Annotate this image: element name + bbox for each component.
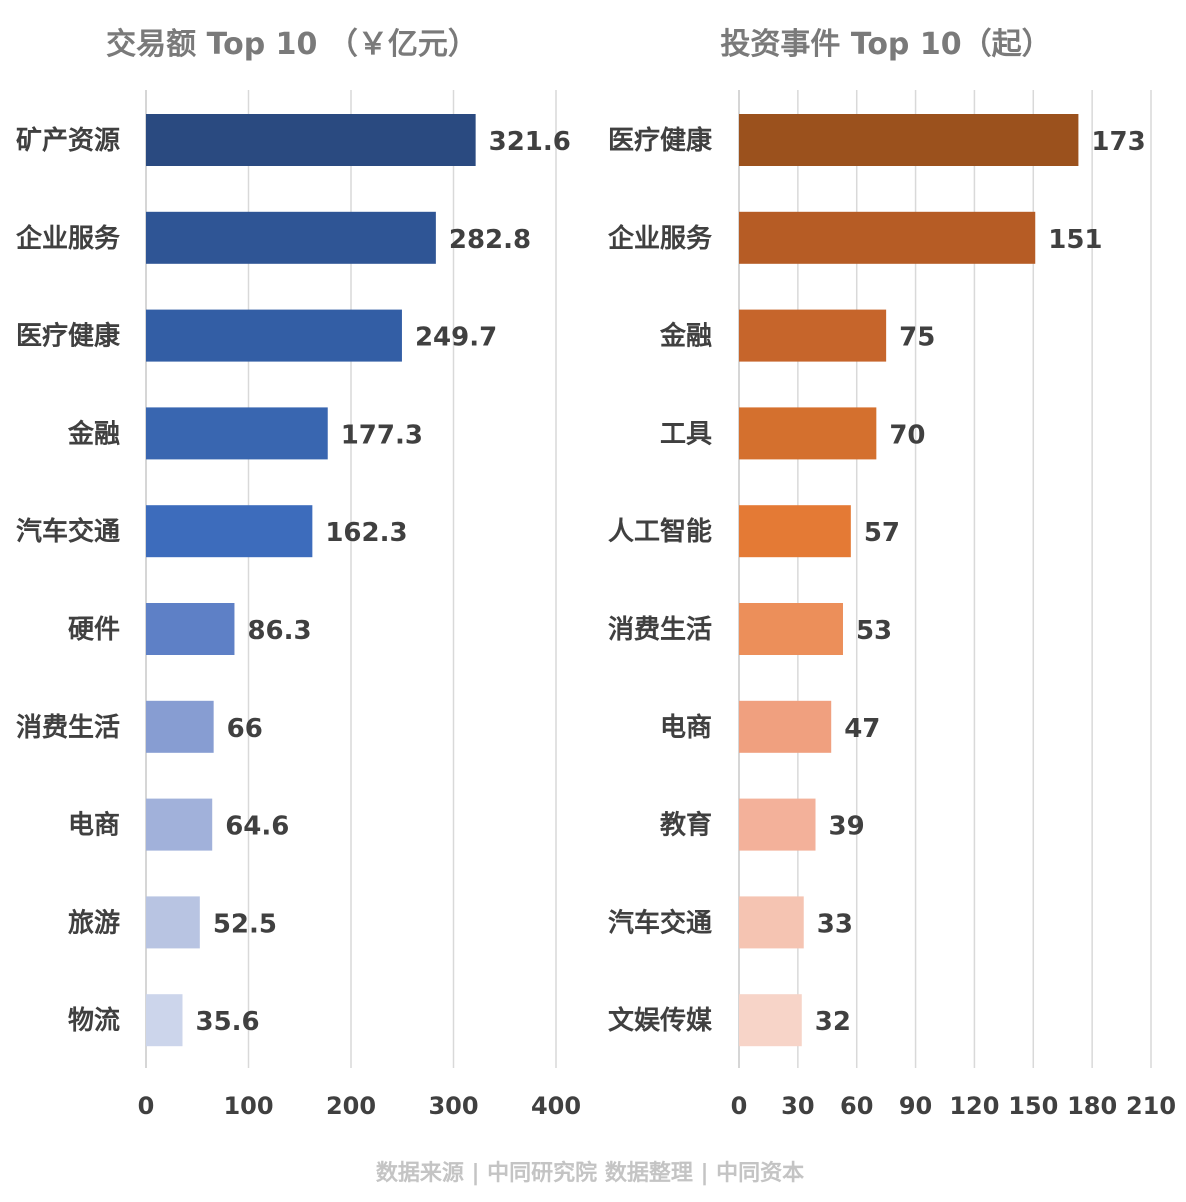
x-tick-label: 30: [781, 1092, 814, 1120]
x-tick-label: 300: [428, 1092, 478, 1120]
x-tick-label: 0: [138, 1092, 155, 1120]
category-label: 消费生活: [16, 713, 120, 743]
value-label: 282.8: [449, 225, 531, 255]
bar: [739, 505, 851, 558]
x-tick-label: 90: [899, 1092, 932, 1120]
x-tick-label: 180: [1067, 1092, 1117, 1120]
value-label: 177.3: [341, 420, 423, 450]
value-label: 47: [844, 714, 880, 744]
x-tick-label: 200: [326, 1092, 376, 1120]
bar: [739, 309, 887, 362]
x-tick-label: 210: [1126, 1092, 1176, 1120]
value-label: 52.5: [213, 909, 277, 939]
value-label: 33: [817, 909, 853, 939]
value-label: 53: [856, 616, 892, 646]
bar: [739, 114, 1079, 166]
value-label: 151: [1048, 225, 1102, 255]
bar: [146, 994, 183, 1047]
category-label: 文娱传媒: [608, 1005, 713, 1036]
category-label: 汽车交通: [608, 907, 712, 938]
transaction-amount-chart: 交易额 Top 10 （￥亿元） 0 100 200 300 400 矿产资源 321.6 企…: [16, 27, 581, 1120]
value-label: 66: [227, 714, 263, 744]
chart-title-right: 投资事件 Top 10（起）: [720, 27, 1051, 62]
category-label: 金融: [659, 321, 712, 352]
x-tick-label: 150: [1008, 1092, 1058, 1120]
chart-title-left: 交易额 Top 10 （￥亿元）: [106, 27, 478, 62]
value-label: 75: [899, 323, 935, 353]
bar: [739, 603, 843, 655]
bar: [739, 896, 804, 949]
category-label: 汽车交通: [16, 516, 120, 547]
category-label: 物流: [68, 1006, 120, 1036]
value-label: 57: [864, 518, 900, 548]
x-tick-label: 100: [223, 1092, 273, 1120]
bar: [739, 798, 816, 851]
bar: [146, 700, 214, 753]
category-label: 电商: [68, 810, 120, 841]
value-label: 35.6: [195, 1007, 259, 1037]
value-label: 70: [889, 420, 925, 450]
value-label: 162.3: [325, 518, 407, 548]
investment-events-chart: 投资事件 Top 10（起） 0 30 60 90 120 150 180 210 医疗健康 17…: [608, 27, 1176, 1120]
category-label: 电商: [660, 712, 712, 743]
bar: [739, 700, 832, 753]
value-label: 64.6: [225, 812, 289, 842]
category-label: 人工智能: [608, 516, 712, 547]
category-label: 企业服务: [608, 223, 712, 254]
value-label: 321.6: [489, 127, 571, 157]
category-label: 金融: [67, 418, 120, 449]
bar: [146, 798, 213, 851]
bar: [146, 309, 402, 362]
x-tick-label: 120: [949, 1092, 999, 1120]
x-tick-label: 400: [531, 1092, 581, 1120]
x-tick-label: 60: [840, 1092, 873, 1120]
category-label: 硬件: [68, 615, 120, 645]
category-label: 工具: [660, 419, 712, 449]
bar: [739, 407, 877, 460]
category-label: 医疗健康: [608, 125, 713, 156]
value-label: 86.3: [247, 616, 311, 646]
bar: [146, 603, 235, 655]
bar: [739, 211, 1036, 264]
value-label: 39: [829, 812, 865, 842]
x-tick-label: 0: [731, 1092, 748, 1120]
value-label: 32: [815, 1007, 851, 1037]
category-label: 旅游: [68, 908, 120, 938]
bar: [146, 114, 476, 166]
bar: [146, 211, 436, 264]
bar: [739, 994, 802, 1047]
bar: [146, 505, 313, 558]
value-label: 249.7: [415, 323, 497, 353]
category-label: 消费生活: [608, 615, 712, 645]
bar: [146, 407, 328, 460]
category-label: 医疗健康: [16, 321, 121, 352]
category-label: 企业服务: [16, 223, 120, 254]
bar: [146, 896, 200, 949]
value-label: 173: [1091, 127, 1145, 157]
category-label: 矿产资源: [16, 125, 120, 156]
source-note: 数据来源 | 中同研究院 数据整理 | 中同资本: [376, 1160, 804, 1186]
category-label: 教育: [660, 810, 712, 841]
